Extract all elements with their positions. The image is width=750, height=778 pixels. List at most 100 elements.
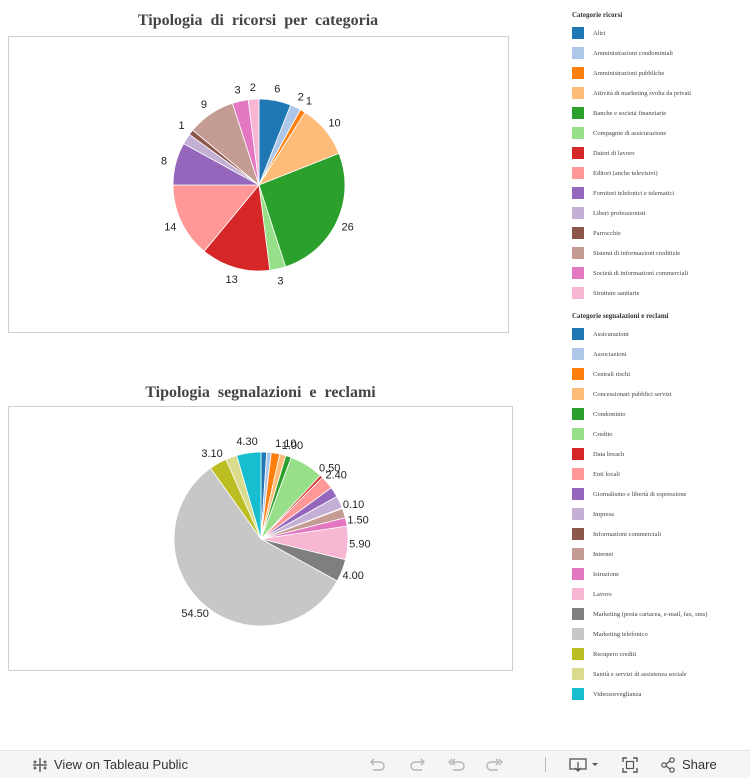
segnalazioni-legend-item-13[interactable]: Lavoro	[572, 584, 707, 604]
fullscreen-icon	[622, 757, 638, 773]
segnalazioni-legend-item-14[interactable]: Marketing (posta cartacea, e-mail, fax, …	[572, 604, 707, 624]
pie-chart-segnalazioni[interactable]: 1.101.00 0.502.40 0.10 1.50 5.90 4.00 54.50 3.1…	[9, 407, 512, 670]
ricorsi-legend-label-12: Società di informazioni commerciali	[593, 269, 689, 277]
legend-title-ricorsi: Categorie ricorsi	[572, 11, 623, 19]
segnalazioni-legend-swatch-18	[572, 688, 584, 700]
ricorsi-legend-item-3[interactable]: Attività di marketing svolta da privati	[572, 83, 691, 103]
segnalazioni-legend-item-0[interactable]: Assicurazioni	[572, 324, 707, 344]
ricorsi-data-label-12: 3	[235, 84, 241, 96]
chart-area-segnalazioni[interactable]: 1.10 1.00 0.50 2.40 0.10 1.50 5.90 4.00 54.50 3.1…	[8, 406, 513, 671]
segnalazioni-legend-swatch-9	[572, 508, 584, 520]
ricorsi-legend-label-6: Datori di lavoro	[593, 149, 635, 157]
segnalazioni-legend-item-5[interactable]: Credito	[572, 424, 707, 444]
ricorsi-legend-label-1: Amministrazioni condominiali	[593, 49, 673, 57]
ricorsi-legend-item-11[interactable]: Sistemi di informazioni creditizie	[572, 243, 691, 263]
redo-button[interactable]	[408, 755, 428, 775]
segnalazioni-legend-item-2[interactable]: Centrali rischi	[572, 364, 707, 384]
revert-button[interactable]	[447, 755, 467, 775]
download-button[interactable]	[568, 755, 602, 775]
ricorsi-slice-7[interactable]	[172, 184, 260, 252]
ricorsi-data-label-6: 13	[226, 274, 238, 286]
segnalazioni-legend-label-2: Centrali rischi	[593, 370, 631, 378]
ricorsi-legend-swatch-7	[572, 167, 584, 179]
segnalazioni-data-label-6: 0.50	[319, 463, 340, 475]
ricorsi-legend-item-0[interactable]: Altri	[572, 23, 691, 43]
ricorsi-legend-swatch-3	[572, 87, 584, 99]
segnalazioni-slice-15[interactable]	[173, 467, 338, 627]
share-label: Share	[682, 757, 717, 772]
segnalazioni-legend-item-6[interactable]: Data breach	[572, 444, 707, 464]
ricorsi-legend-swatch-11	[572, 247, 584, 259]
segnalazioni-legend-item-15[interactable]: Marketing telefonico	[572, 624, 707, 644]
ricorsi-legend-item-10[interactable]: Parrocchie	[572, 223, 691, 243]
segnalazioni-slice-18[interactable]	[236, 451, 262, 540]
forward-button[interactable]	[484, 755, 504, 775]
segnalazioni-legend-item-11[interactable]: Internet	[572, 544, 707, 564]
ricorsi-legend-item-12[interactable]: Società di informazioni commerciali	[572, 263, 691, 283]
ricorsi-legend-swatch-6	[572, 147, 584, 159]
ricorsi-legend-item-7[interactable]: Editori (anche televisivi)	[572, 163, 691, 183]
segnalazioni-legend-swatch-12	[572, 568, 584, 580]
fullscreen-button[interactable]	[620, 755, 640, 775]
segnalazioni-legend-swatch-0	[572, 328, 584, 340]
ricorsi-legend-swatch-1	[572, 47, 584, 59]
segnalazioni-data-label-13: 5.90	[349, 539, 370, 551]
ricorsi-legend-label-10: Parrocchie	[593, 229, 621, 237]
ricorsi-slice-6[interactable]	[203, 184, 271, 272]
legend-title-segnalazioni: Categorie segnalazioni e reclami	[572, 312, 669, 320]
segnalazioni-legend-label-17: Sanità e servizi di assistenza sociale	[593, 670, 687, 678]
segnalazioni-legend-item-1[interactable]: Associazioni	[572, 344, 707, 364]
segnalazioni-legend-item-9[interactable]: Impresa	[572, 504, 707, 524]
ricorsi-legend-swatch-9	[572, 207, 584, 219]
segnalazioni-legend-item-7[interactable]: Enti locali	[572, 464, 707, 484]
segnalazioni-legend-label-1: Associazioni	[593, 350, 627, 358]
ricorsi-data-label-8: 8	[161, 156, 167, 168]
ricorsi-legend-item-2[interactable]: Amministrazioni pubbliche	[572, 63, 691, 83]
segnalazioni-legend-item-10[interactable]: Informazioni commerciali	[572, 524, 707, 544]
ricorsi-legend-item-8[interactable]: Fornitori telefonici e telematici	[572, 183, 691, 203]
chart-area-ricorsi[interactable]: 6 2 1 10 26 3 13 14 8 1 9 3 2	[8, 36, 509, 333]
segnalazioni-legend-item-8[interactable]: Giornalismo e libertà di espressione	[572, 484, 707, 504]
share-button[interactable]: Share	[660, 751, 717, 778]
view-on-tableau-link[interactable]: View on Tableau Public	[32, 751, 188, 778]
ricorsi-legend-item-6[interactable]: Datori di lavoro	[572, 143, 691, 163]
segnalazioni-legend-swatch-5	[572, 428, 584, 440]
download-icon	[569, 758, 598, 772]
ricorsi-legend-swatch-2	[572, 67, 584, 79]
segnalazioni-legend-label-10: Informazioni commerciali	[593, 530, 662, 538]
ricorsi-legend-label-4: Banche e società finanziarie	[593, 109, 667, 117]
legend-segnalazioni: Categorie segnalazioni e reclami Assicur…	[572, 310, 707, 704]
ricorsi-legend-swatch-4	[572, 107, 584, 119]
ricorsi-legend-item-13[interactable]: Strutture sanitarie	[572, 283, 691, 303]
segnalazioni-legend-item-12[interactable]: Istruzione	[572, 564, 707, 584]
segnalazioni-legend-label-13: Lavoro	[593, 590, 612, 598]
segnalazioni-legend-label-9: Impresa	[593, 510, 614, 518]
segnalazioni-legend-swatch-7	[572, 468, 584, 480]
segnalazioni-legend-item-3[interactable]: Concessionari pubblici servizi	[572, 384, 707, 404]
ricorsi-legend-item-9[interactable]: Liberi professionisti	[572, 203, 691, 223]
ricorsi-legend-item-1[interactable]: Amministrazioni condominiali	[572, 43, 691, 63]
segnalazioni-data-label-14: 4.00	[343, 570, 364, 582]
segnalazioni-legend-swatch-4	[572, 408, 584, 420]
segnalazioni-data-label-12: 1.50	[347, 515, 368, 527]
segnalazioni-legend-label-3: Concessionari pubblici servizi	[593, 390, 672, 398]
segnalazioni-legend-item-17[interactable]: Sanità e servizi di assistenza sociale	[572, 664, 707, 684]
ricorsi-legend-item-4[interactable]: Banche e società finanziarie	[572, 103, 691, 123]
segnalazioni-legend-swatch-16	[572, 648, 584, 660]
undo-button[interactable]	[367, 755, 387, 775]
segnalazioni-legend-item-18[interactable]: Videosorveglianza	[572, 684, 707, 704]
ricorsi-legend-item-5[interactable]: Compagnie di assicurazione	[572, 123, 691, 143]
chart-title-ricorsi: Tipologia di ricorsi per categoria	[137, 12, 379, 29]
legend-ricorsi: Categorie ricorsi Altri Amministrazioni c…	[572, 9, 691, 303]
segnalazioni-legend-item-4[interactable]: Condominio	[572, 404, 707, 424]
segnalazioni-legend-item-16[interactable]: Recupero crediti	[572, 644, 707, 664]
ricorsi-slice-13[interactable]	[247, 98, 260, 186]
segnalazioni-data-label-10: 0.10	[343, 499, 364, 511]
toolbar-separator	[545, 757, 546, 772]
segnalazioni-legend-label-6: Data breach	[593, 450, 625, 458]
segnalazioni-legend-label-7: Enti locali	[593, 470, 620, 478]
segnalazioni-legend-swatch-15	[572, 628, 584, 640]
ricorsi-legend-label-2: Amministrazioni pubbliche	[593, 69, 665, 77]
ricorsi-slice-4[interactable]	[258, 152, 346, 268]
